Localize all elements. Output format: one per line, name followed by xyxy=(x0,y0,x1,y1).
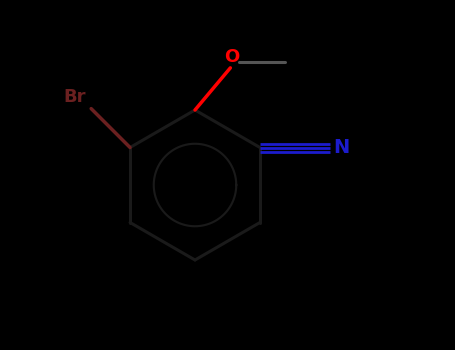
Text: O: O xyxy=(224,48,239,66)
Text: Br: Br xyxy=(64,88,86,106)
Text: N: N xyxy=(333,138,349,157)
